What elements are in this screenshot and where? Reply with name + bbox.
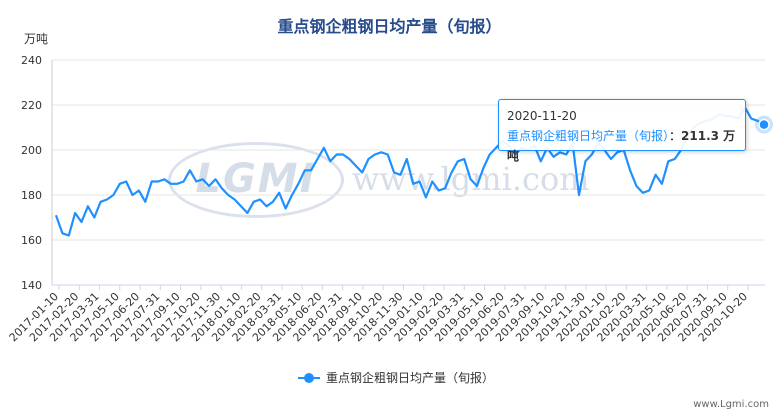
data-tooltip: 2020-11-20 重点钢企粗钢日均产量（旬报）：211.3 万吨 [498,99,746,163]
hover-marker-point[interactable] [758,118,770,131]
y-tick-label: 140 [21,279,42,292]
x-axis-ticks: 2017-01-102017-02-202017-03-312017-05-10… [7,285,750,344]
series-group [54,106,773,237]
tooltip-colon: ： [669,129,682,143]
legend-label: 重点钢企粗钢日均产量（旬报） [326,371,495,385]
y-tick-label: 180 [21,189,42,202]
y-axis-ticks: 140 160 180 200 220 240 [21,54,42,292]
series-line-0[interactable] [54,106,765,237]
legend[interactable]: 重点钢企粗钢日均产量（旬报） [298,369,494,386]
y-axis-unit: 万吨 [24,32,49,46]
tooltip-value: 211.3 万吨 [507,129,736,163]
tooltip-date: 2020-11-20 [507,109,577,123]
y-tick-label: 200 [21,144,42,157]
y-tick-label: 240 [21,54,42,67]
chart-title: 重点钢企粗钢日均产量（旬报） [277,17,502,36]
legend-line-marker-icon [298,371,320,385]
source-credit: www.Lgmi.com [693,399,769,410]
y-tick-label: 220 [21,99,42,112]
grid-lines [51,59,765,286]
tooltip-series-name: 重点钢企粗钢日均产量（旬报） [507,129,670,143]
y-tick-label: 160 [21,234,42,247]
